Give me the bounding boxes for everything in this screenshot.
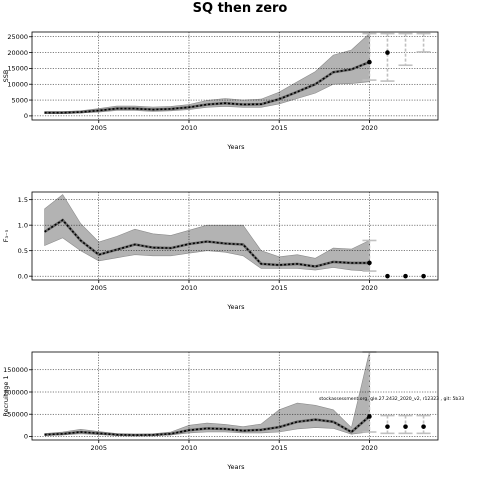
panel0-x-tick-label: 2015 [271,124,288,132]
panel1-x-axis-label: Years [226,303,245,311]
panel1-y-tick-label: 0.0 [18,272,28,280]
panel1-forecast-point [385,273,390,279]
panel0-last-estimate-point [367,59,372,65]
panel2-y-tick-label: 150000 [3,366,28,374]
panel2-y-tick-label: 0 [24,433,28,441]
panel2-confidence-band [44,351,370,436]
panel0-y-tick-label: 15000 [7,65,28,73]
panel2-estimate-dashes [44,415,370,436]
panel1-last-estimate-point [367,260,372,266]
panel0-x-tick-label: 2010 [181,124,198,132]
panel0-y-tick-label: 0 [24,112,28,120]
fishing-mortality-panel: 2005 2010 2015 2020 0.0 0.5 1.0 1.5 Years F₃₋₅ [2,191,439,311]
panel1-x-tick-label: 2015 [271,284,288,292]
panel1-y-tick-label: 0.5 [18,247,28,255]
panel0-y-tick-label: 25000 [7,33,28,41]
panel2-forecast-point [421,424,426,429]
panel0-x-tick-label: 2005 [90,124,107,132]
panel0-estimate-line [44,60,370,114]
panel1-forecast-point [421,273,426,279]
panel1-y-tick-label: 1.5 [18,196,28,204]
panel2-x-axis-label: Years [226,463,245,471]
panel2-x-tick-label: 2015 [271,444,288,452]
panel0-confidence-band [44,32,370,114]
panel0-forecast-point [385,50,390,55]
panel0-y-tick-label: 20000 [7,49,28,57]
recruitment-panel: 2005 2010 2015 2020 0 50000 100000 150000 Years R… [2,351,439,471]
figure-title: SQ then zero [193,1,288,16]
panel2-x-tick-label: 2010 [181,444,198,452]
panel2-frame [31,351,439,441]
panel1-x-tick-label: 2005 [90,284,107,292]
ssb-panel: 2005 2010 2015 2020 0 5000 10000 15000 20000 2500… [2,31,439,151]
panel2-last-estimate-point [367,414,372,419]
panel1-frame [31,191,439,281]
panel2-y-tick-label: 100000 [3,388,28,396]
panel1-estimate-line [43,218,370,268]
panel0-y-axis-label: SSB [2,70,10,83]
panel1-y-axis-label: F₃₋₅ [2,229,10,242]
panel1-forecast-point [403,273,408,279]
panel1-confidence-band [44,194,370,272]
panel2-x-tick-label: 2020 [361,444,378,452]
panel2-forecast-point [403,424,408,429]
panel0-y-tick-label: 5000 [11,96,28,104]
panel2-y-tick-label: 50000 [7,411,28,419]
panel0-x-tick-label: 2020 [361,124,378,132]
panel1-x-tick-label: 2020 [361,284,378,292]
panel2-x-tick-label: 2005 [90,444,107,452]
panel1-y-tick-label: 1.0 [18,221,28,229]
panel0-x-axis-label: Years [226,143,245,151]
panel2-forecast-point [385,424,390,429]
panel1-x-tick-label: 2010 [181,284,198,292]
panel2-y-axis-label: Recruitage 1 [2,375,10,416]
version-note: stockassessment.org, gle.27.2432_2020_v2… [319,396,464,402]
panel0-frame [31,31,439,121]
panel0-y-tick-label: 10000 [7,81,28,89]
